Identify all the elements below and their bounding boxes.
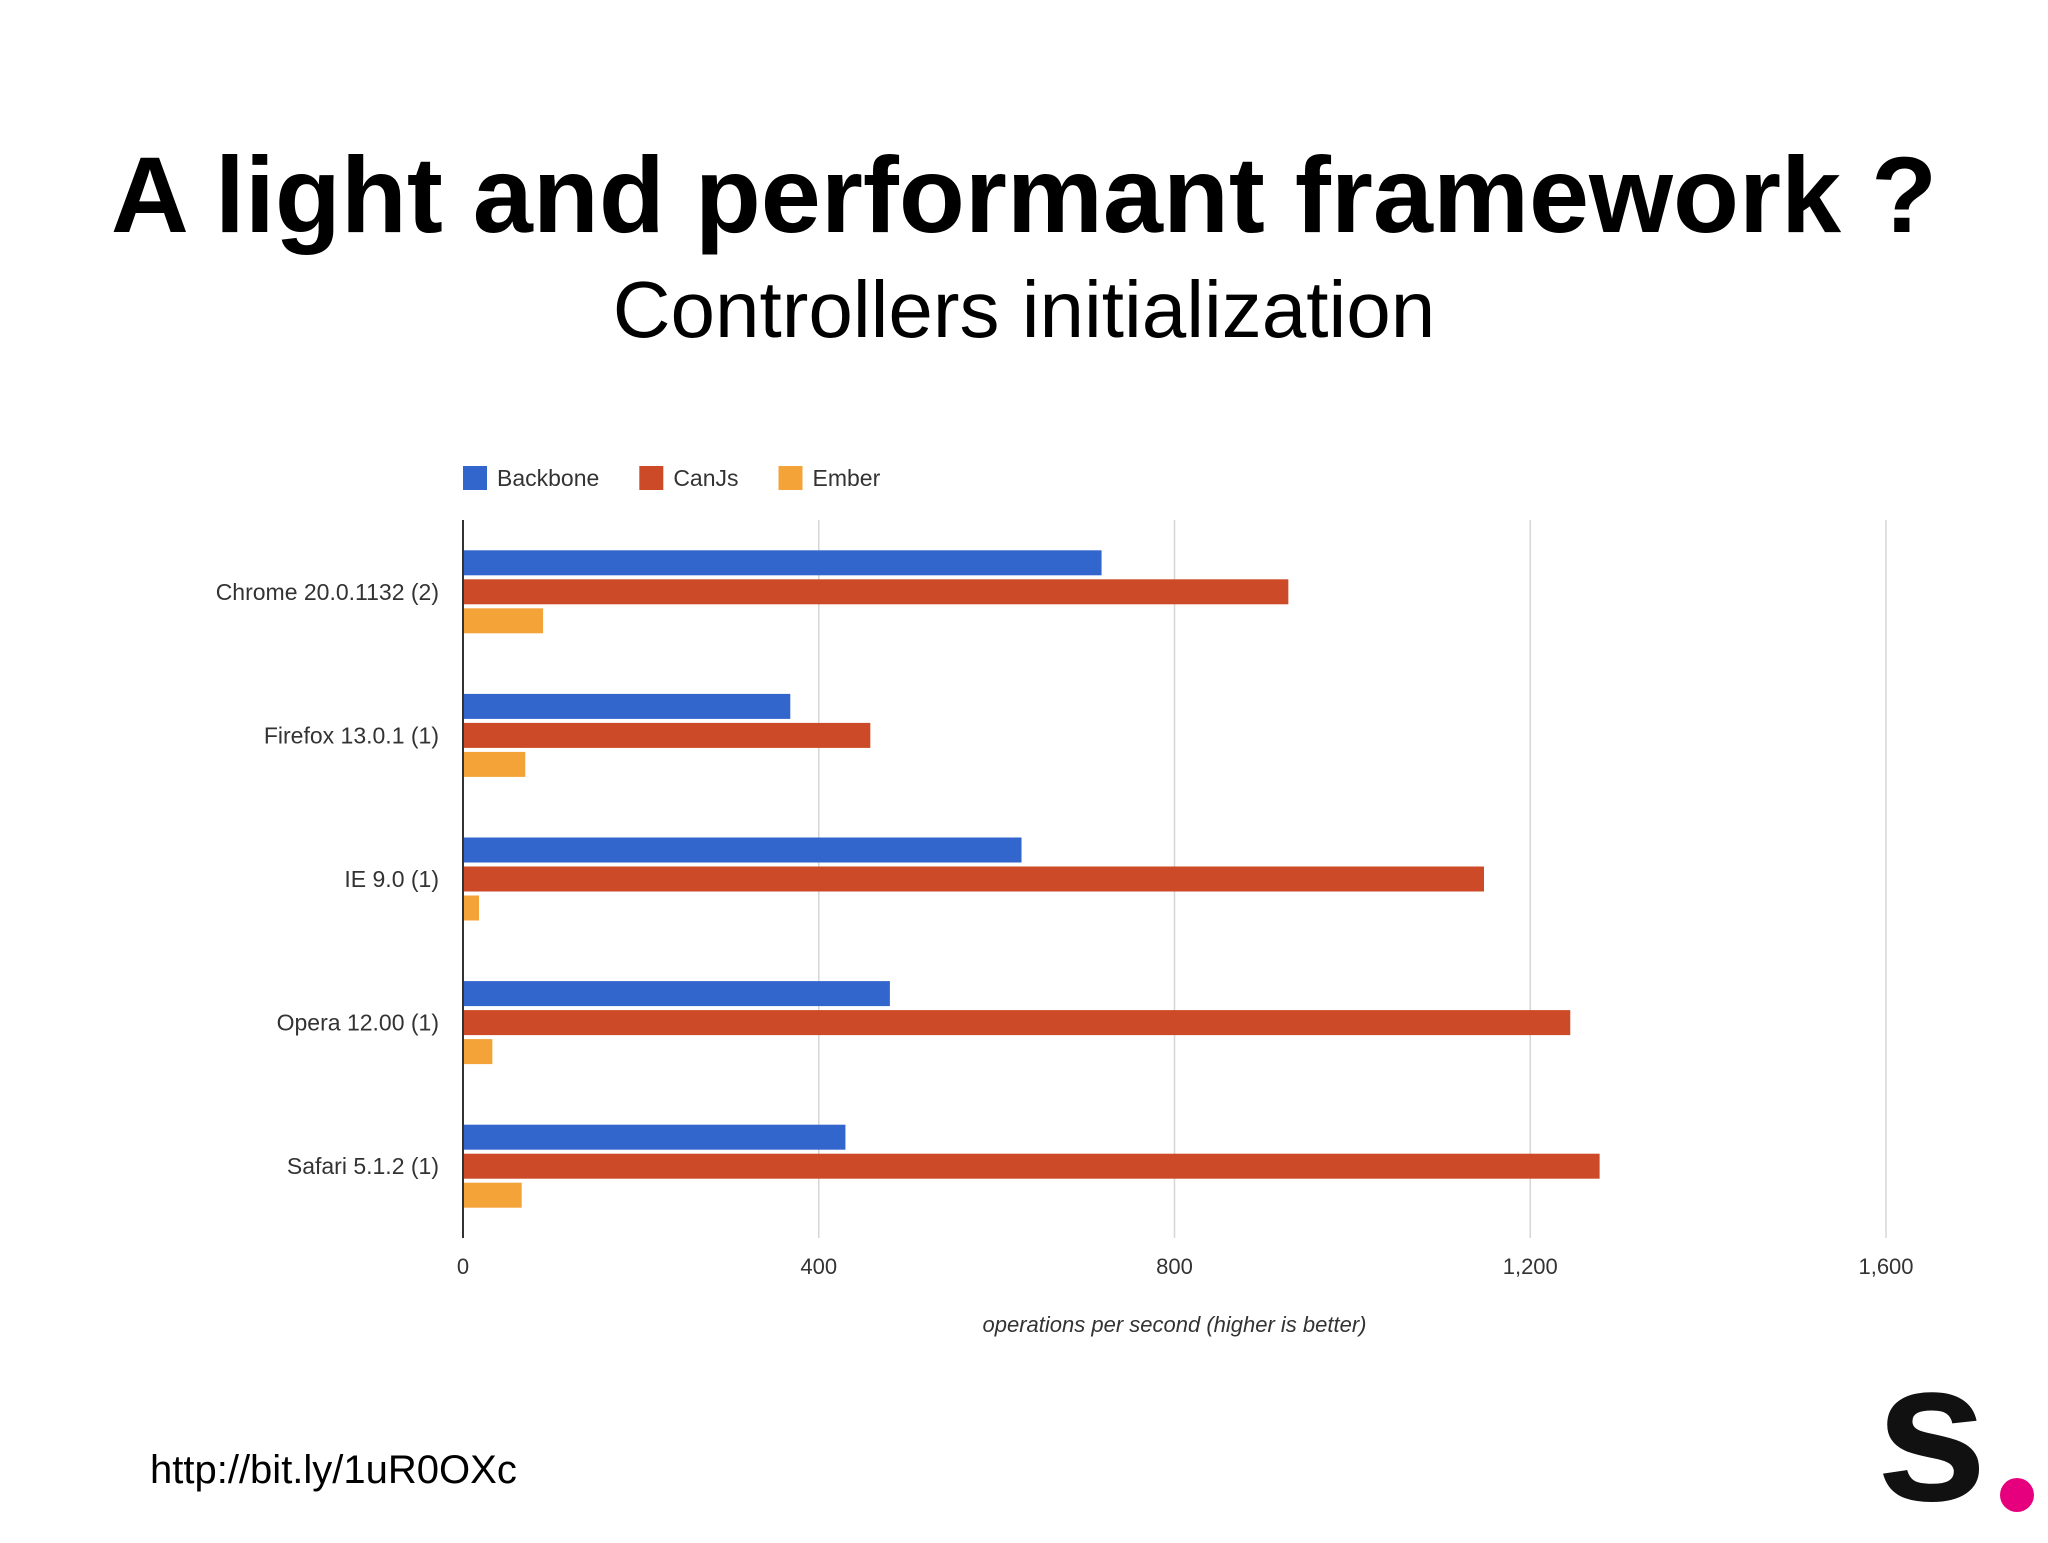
category-label: Chrome 20.0.1132 (2): [216, 579, 439, 605]
slide-title: A light and performant framework ?: [110, 134, 1938, 255]
legend-label-backbone: Backbone: [497, 465, 599, 491]
bar-backbone: [463, 1124, 846, 1150]
brand-logo-letter: s: [1876, 1320, 1988, 1543]
bar-backbone: [463, 550, 1102, 576]
bar-backbone: [463, 981, 890, 1007]
slide-subtitle: Controllers initialization: [612, 265, 1436, 354]
x-tick-label: 1,600: [1858, 1254, 1913, 1279]
bar-canjs: [463, 866, 1485, 892]
bar-ember: [463, 895, 480, 921]
category-label: Opera 12.00 (1): [277, 1010, 439, 1036]
x-tick-label: 400: [800, 1254, 837, 1279]
legend-swatch-backbone: [463, 466, 487, 490]
x-axis-label: operations per second (higher is better): [983, 1312, 1367, 1337]
bar-ember: [463, 751, 526, 777]
bar-chart: Chrome 20.0.1132 (2) Firefox 13.0.1 (1) IE…: [216, 465, 1914, 1337]
brand-logo: s: [1876, 1332, 2036, 1532]
bar-backbone: [463, 693, 791, 719]
bar-ember: [463, 1039, 493, 1065]
category-label: IE 9.0 (1): [344, 866, 439, 892]
legend-swatch-canjs: [639, 466, 664, 490]
legend-label-canjs: CanJs: [673, 465, 738, 491]
source-link[interactable]: http://bit.ly/1uR0OXc: [150, 1448, 517, 1492]
x-tick-label: 800: [1156, 1254, 1193, 1279]
bar-canjs: [463, 1010, 1571, 1036]
bar-canjs: [463, 722, 871, 748]
bar-canjs: [463, 579, 1289, 605]
bar-canjs: [463, 1153, 1600, 1179]
brand-logo-dot: [2000, 1478, 2034, 1512]
legend-swatch-ember: [778, 466, 803, 490]
x-tick-label: 1,200: [1503, 1254, 1558, 1279]
category-label: Safari 5.1.2 (1): [287, 1153, 439, 1179]
bar-backbone: [463, 837, 1022, 863]
bar-ember: [463, 1182, 522, 1208]
legend-label-ember: Ember: [813, 465, 881, 491]
x-tick-label: 0: [457, 1254, 469, 1279]
category-label: Firefox 13.0.1 (1): [264, 722, 439, 748]
bar-ember: [463, 608, 544, 634]
